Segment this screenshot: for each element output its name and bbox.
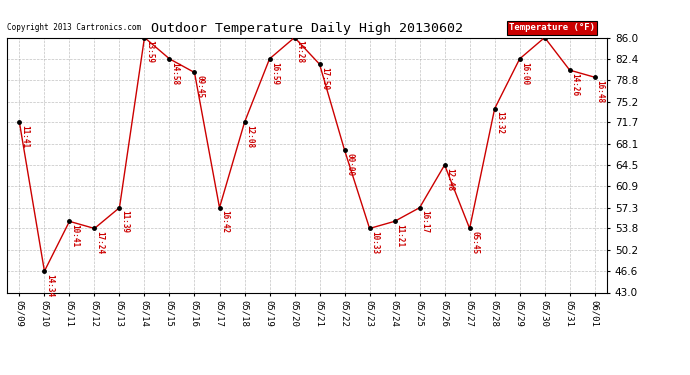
- Text: Copyright 2013 Cartronics.com: Copyright 2013 Cartronics.com: [7, 23, 141, 32]
- Text: 13:32: 13:32: [495, 111, 504, 135]
- Text: 11:39: 11:39: [121, 210, 130, 234]
- Text: 16:17: 16:17: [421, 210, 430, 234]
- Text: 14:26: 14:26: [571, 73, 580, 96]
- Text: 05:45: 05:45: [471, 231, 480, 254]
- Text: 13:59: 13:59: [146, 40, 155, 63]
- Text: 10:41: 10:41: [70, 224, 79, 247]
- Text: 16:59: 16:59: [270, 62, 279, 85]
- Text: 17:50: 17:50: [321, 67, 330, 90]
- Text: 00:00: 00:00: [346, 153, 355, 176]
- Text: 11:41: 11:41: [21, 125, 30, 148]
- Text: 17:24: 17:24: [95, 231, 104, 254]
- Text: 14:58: 14:58: [170, 62, 179, 85]
- Title: Outdoor Temperature Daily High 20130602: Outdoor Temperature Daily High 20130602: [151, 22, 463, 35]
- Text: 09:45: 09:45: [195, 75, 204, 98]
- Text: 11:21: 11:21: [395, 224, 404, 247]
- Text: 16:42: 16:42: [221, 210, 230, 234]
- Text: 12:08: 12:08: [246, 125, 255, 148]
- Text: 16:00: 16:00: [521, 62, 530, 85]
- Text: 16:48: 16:48: [595, 80, 604, 103]
- Text: 14:34: 14:34: [46, 274, 55, 297]
- Text: 10:33: 10:33: [371, 231, 380, 254]
- Text: 12:48: 12:48: [446, 168, 455, 191]
- Text: Temperature (°F): Temperature (°F): [509, 23, 595, 32]
- Text: 14:28: 14:28: [295, 40, 304, 63]
